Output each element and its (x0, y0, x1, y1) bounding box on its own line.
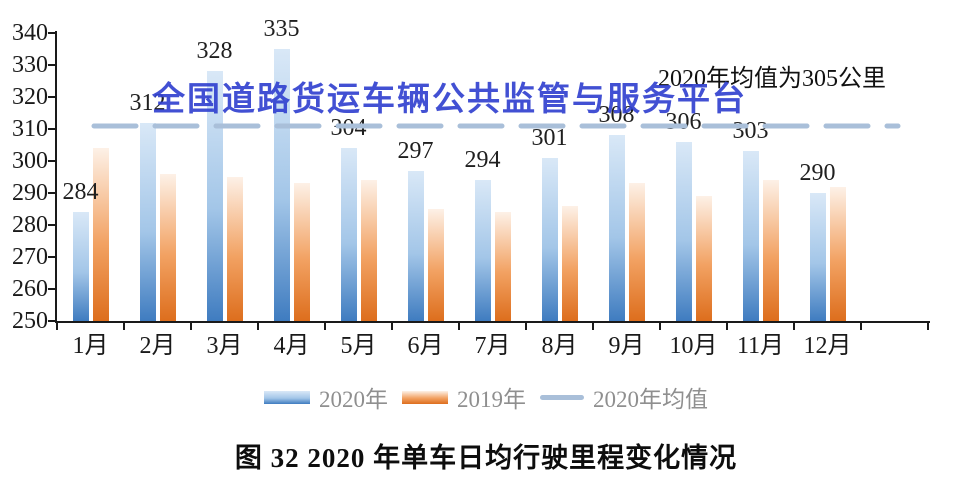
data-label-2020: 297 (397, 137, 434, 164)
y-axis-tick (48, 32, 55, 34)
x-axis-tick (56, 323, 58, 330)
chart-canvas: 250 260 270 280 290 300 310 320 330 340 284 1月 312 2月… (12, 16, 930, 359)
x-axis-tick (592, 323, 594, 330)
mean-annotation: 2020年均值为305公里 (658, 66, 886, 92)
bar-2020 (139, 122, 156, 321)
y-axis-tick-label: 320 (12, 84, 48, 110)
y-axis-tick (48, 256, 55, 258)
legend-label-2019: 2019年 (457, 387, 526, 412)
y-axis-tick-label: 300 (12, 148, 48, 174)
x-axis-tick (726, 323, 728, 330)
data-label-2020: 290 (799, 160, 836, 186)
x-axis-tick (927, 323, 929, 330)
x-axis-category-label: 6月 (407, 333, 444, 359)
bar-2019 (92, 148, 109, 321)
legend-swatch-2020 (264, 390, 310, 404)
y-axis-tick-label: 280 (12, 212, 48, 238)
bar-2019 (695, 196, 712, 321)
y-axis-line (55, 31, 57, 323)
bar-2019 (293, 183, 310, 321)
y-axis-tick-label: 250 (12, 308, 48, 334)
bar-2020 (72, 212, 89, 321)
data-label-2020: 328 (196, 38, 233, 65)
figure-caption: 图 32 2020 年单车日均行驶里程变化情况 (234, 443, 738, 473)
legend-item-mean: 2020年均值 (540, 380, 708, 414)
x-axis-category-label: 10月 (669, 333, 718, 359)
x-axis-tick (860, 323, 862, 330)
y-axis-tick (48, 64, 55, 66)
legend-swatch-2019 (402, 390, 448, 404)
y-axis-tick (48, 128, 55, 130)
bar-2019 (226, 177, 243, 321)
bar-2020 (474, 180, 491, 321)
legend: 2020年 2019年 2020年均值 (0, 380, 972, 414)
bar-2019 (427, 209, 444, 321)
x-axis-category-label: 12月 (803, 333, 852, 359)
x-axis-category-label: 2月 (139, 333, 176, 359)
x-axis-tick (123, 323, 125, 330)
bar-2019 (829, 186, 846, 321)
x-axis-category-label: 11月 (736, 333, 785, 359)
x-axis-tick (458, 323, 460, 330)
bar-2020 (340, 148, 357, 321)
x-axis-tick (793, 323, 795, 330)
data-label-2020: 284 (62, 179, 99, 206)
y-axis-tick-label: 330 (12, 52, 48, 78)
bar-2020 (273, 49, 290, 321)
legend-swatch-mean-line (540, 394, 584, 400)
bar-2020 (742, 151, 759, 321)
x-axis-tick (525, 323, 527, 330)
x-axis-category-label: 1月 (72, 333, 109, 359)
y-axis-tick-label: 310 (12, 116, 48, 142)
y-axis-tick (48, 160, 55, 162)
y-axis-tick (48, 192, 55, 194)
y-axis-tick-label: 270 (12, 244, 48, 270)
watermark-text: 全国道路货运车辆公共监管与服务平台 (152, 80, 747, 117)
y-axis-tick-label: 340 (12, 20, 48, 46)
bar-2020 (675, 141, 692, 321)
legend-item-2020: 2020年 (264, 380, 388, 414)
x-axis-tick (659, 323, 661, 330)
data-label-2020: 306 (665, 108, 702, 135)
bar-2019 (360, 180, 377, 321)
x-axis-tick (324, 323, 326, 330)
y-axis-tick (48, 320, 55, 322)
data-label-2020: 312 (129, 89, 166, 116)
x-axis-tick (257, 323, 259, 330)
bar-2019 (494, 212, 511, 321)
bar-2020 (541, 157, 558, 321)
x-axis-line (55, 321, 930, 323)
y-axis-tick (48, 288, 55, 290)
x-axis-category-label: 8月 (541, 333, 578, 359)
bar-2019 (628, 183, 645, 321)
x-axis-category-label: 9月 (608, 333, 645, 359)
bar-2019 (561, 205, 578, 321)
bar-2020 (809, 193, 826, 321)
mean-dashed-line (91, 123, 901, 129)
x-axis-category-label: 4月 (273, 333, 310, 359)
legend-item-2019: 2019年 (402, 380, 526, 414)
bar-2020 (206, 71, 223, 321)
bar-2019 (159, 173, 176, 321)
legend-label-mean: 2020年均值 (593, 387, 708, 412)
data-label-2020: 335 (263, 16, 300, 42)
bar-2019 (762, 180, 779, 321)
bar-2020 (608, 135, 625, 321)
x-axis-category-label: 7月 (474, 333, 511, 359)
data-label-2020: 301 (531, 124, 568, 151)
data-label-2020: 294 (464, 147, 501, 174)
x-axis-category-label: 5月 (340, 333, 377, 359)
bar-2020 (407, 170, 424, 321)
y-axis-tick (48, 224, 55, 226)
x-axis-tick (190, 323, 192, 330)
x-axis-category-label: 3月 (206, 333, 243, 359)
x-axis-tick (391, 323, 393, 330)
y-axis-tick-label: 290 (12, 180, 48, 206)
y-axis-tick (48, 96, 55, 98)
y-axis-tick-label: 260 (12, 276, 48, 302)
legend-label-2020: 2020年 (319, 387, 388, 412)
